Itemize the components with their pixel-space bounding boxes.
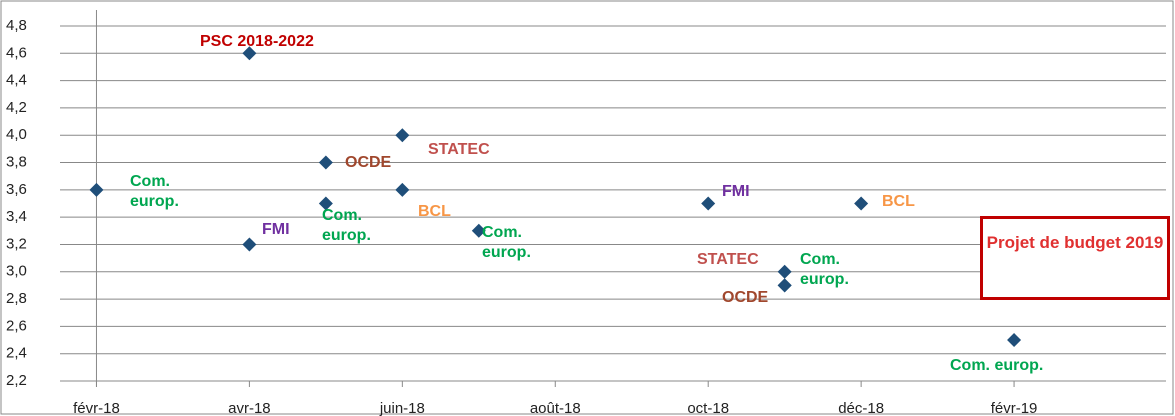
point: [777, 278, 792, 293]
point-label: PSC 2018-2022: [200, 33, 314, 50]
point: [395, 128, 410, 143]
point-label: OCDE: [345, 154, 392, 171]
point: [89, 182, 104, 197]
point-label: Projet de budget 2019: [980, 216, 1170, 300]
y-tick-label: 3,2: [6, 235, 27, 252]
y-tick-label: 3,4: [6, 208, 27, 225]
point: [854, 196, 869, 211]
point: [318, 196, 333, 211]
point-label: Com. europ.: [130, 173, 179, 210]
point-label: Com. europ.: [950, 357, 1044, 374]
x-tick-label: juin-18: [379, 400, 425, 416]
x-tick-label: déc-18: [838, 400, 884, 416]
y-tick-label: 4,0: [6, 126, 27, 143]
point-label: Com. europ.: [482, 224, 531, 261]
point: [701, 196, 716, 211]
point-label: FMI: [722, 183, 750, 200]
point: [777, 264, 792, 279]
y-tick-label: 4,8: [6, 17, 27, 34]
point-label: FMI: [262, 221, 290, 238]
y-tick-label: 2,2: [6, 372, 27, 389]
y-tick-label: 2,4: [6, 345, 27, 362]
x-tick-label: oct-18: [687, 400, 729, 416]
x-tick-label: août-18: [530, 400, 581, 416]
y-tick-label: 4,2: [6, 99, 27, 116]
point-label: STATEC: [428, 141, 490, 158]
point: [242, 237, 257, 252]
y-tick-label: 3,0: [6, 263, 27, 280]
x-tick-label: févr-19: [991, 400, 1038, 416]
y-tick-label: 2,8: [6, 290, 27, 307]
point-label: Com. europ.: [322, 207, 371, 244]
y-tick-label: 2,6: [6, 317, 27, 334]
point-label: BCL: [882, 193, 915, 210]
point-label: Com. europ.: [800, 251, 849, 288]
y-tick-label: 3,6: [6, 181, 27, 198]
y-tick-label: 4,6: [6, 44, 27, 61]
point: [471, 223, 486, 238]
point-label: BCL: [418, 203, 451, 220]
point-label: STATEC: [697, 251, 759, 268]
y-tick-label: 3,8: [6, 154, 27, 171]
y-tick-label: 4,4: [6, 72, 27, 89]
x-tick-label: févr-18: [73, 400, 120, 416]
point-label: OCDE: [722, 289, 769, 306]
point: [1007, 333, 1022, 348]
point: [242, 46, 257, 61]
point: [395, 182, 410, 197]
point: [318, 155, 333, 170]
x-tick-label: avr-18: [228, 400, 271, 416]
